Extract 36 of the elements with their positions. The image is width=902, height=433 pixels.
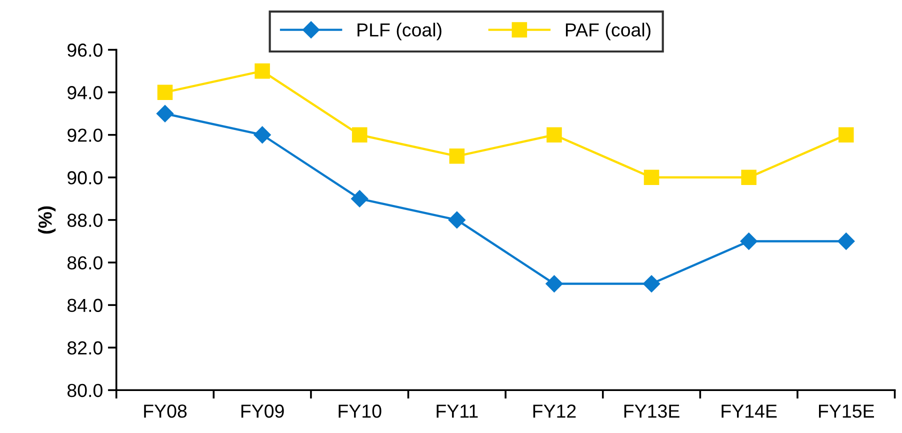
point bbox=[838, 232, 855, 250]
point bbox=[157, 84, 173, 100]
point bbox=[448, 211, 466, 229]
x-tick-label: FY10 bbox=[338, 404, 382, 418]
point bbox=[156, 105, 174, 122]
x-tick-label: FY13E bbox=[624, 404, 680, 418]
point bbox=[642, 275, 660, 292]
x-tick-label: FY12 bbox=[533, 404, 576, 418]
point bbox=[740, 232, 758, 250]
x-tick-label: FY08 bbox=[144, 404, 187, 418]
y-tick-label: 94.0 bbox=[68, 86, 102, 100]
point bbox=[352, 127, 368, 143]
point bbox=[351, 190, 368, 208]
y-tick-label: 90.0 bbox=[68, 171, 102, 184]
x-tick-label: FY15E bbox=[819, 404, 874, 418]
point bbox=[546, 275, 563, 292]
point bbox=[254, 126, 271, 144]
x-tick-label: FY14E bbox=[722, 404, 777, 418]
y-tick-label: 82.0 bbox=[67, 341, 102, 355]
y-tick-label: 84.0 bbox=[67, 298, 102, 312]
y-tick-label: 88.0 bbox=[67, 214, 102, 227]
y-tick-label: 80.0 bbox=[67, 384, 102, 398]
point bbox=[449, 148, 465, 164]
y-axis-title: (%) bbox=[38, 206, 56, 234]
y-tick-label: 96.0 bbox=[68, 43, 102, 57]
x-tick-label: FY09 bbox=[241, 404, 284, 418]
y-tick-label: 86.0 bbox=[67, 256, 102, 270]
point bbox=[644, 170, 660, 186]
point bbox=[254, 63, 270, 79]
x-tick-label: FY11 bbox=[436, 404, 478, 418]
point bbox=[741, 170, 756, 186]
legend-label: PAF (coal) bbox=[566, 22, 650, 40]
point bbox=[838, 127, 854, 143]
legend-label: PLF (coal) bbox=[358, 22, 442, 40]
y-tick-label: 92.0 bbox=[68, 128, 102, 142]
point bbox=[546, 127, 562, 143]
